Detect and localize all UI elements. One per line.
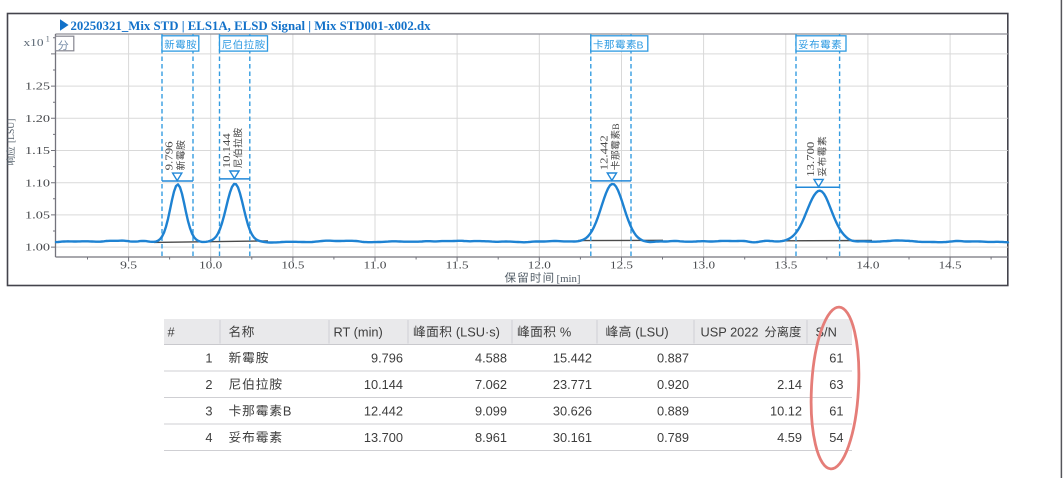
svg-text:7.062: 7.062: [475, 377, 507, 392]
svg-text:9.5: 9.5: [120, 260, 137, 271]
svg-text:12.0: 12.0: [528, 260, 551, 271]
svg-text:12.442: 12.442: [599, 135, 610, 170]
svg-text:1.05: 1.05: [25, 211, 50, 222]
svg-text:4: 4: [205, 430, 212, 445]
svg-text:12.442: 12.442: [364, 403, 403, 418]
svg-text:10.144: 10.144: [364, 377, 403, 392]
svg-text:RT (min): RT (min): [334, 324, 383, 339]
svg-text:(LSU): (LSU): [632, 324, 669, 339]
svg-text:23.771: 23.771: [553, 377, 592, 392]
svg-text:1.00: 1.00: [25, 243, 50, 254]
svg-text:2.14: 2.14: [777, 377, 802, 392]
svg-text:11.0: 11.0: [364, 260, 387, 271]
svg-text:1: 1: [205, 350, 212, 365]
svg-text:20250321_Mix STD | ELS1A, ELSD: 20250321_Mix STD | ELS1A, ELSD Signal | …: [71, 19, 432, 33]
svg-text:14.0: 14.0: [856, 260, 879, 271]
svg-text:30.161: 30.161: [553, 430, 592, 445]
svg-text:B: B: [283, 403, 292, 418]
svg-text:13.700: 13.700: [806, 142, 817, 177]
svg-text:13.700: 13.700: [364, 430, 403, 445]
svg-text:1: 1: [46, 35, 50, 44]
svg-text:1.25: 1.25: [25, 82, 50, 93]
svg-text:4.59: 4.59: [777, 430, 802, 445]
svg-text:13.5: 13.5: [774, 260, 797, 271]
svg-text:%: %: [556, 324, 571, 339]
svg-text:1.10: 1.10: [25, 178, 50, 189]
svg-text:61: 61: [829, 350, 843, 365]
svg-text:#: #: [168, 324, 176, 339]
svg-text:63: 63: [829, 377, 843, 392]
svg-text:13.0: 13.0: [692, 260, 715, 271]
svg-text:8.961: 8.961: [475, 430, 507, 445]
svg-text:USP 2022: USP 2022: [701, 324, 759, 339]
svg-text:14.5: 14.5: [939, 260, 962, 271]
svg-text:10.144: 10.144: [222, 133, 233, 168]
svg-text:12.5: 12.5: [610, 260, 633, 271]
svg-text:9.099: 9.099: [475, 403, 507, 418]
svg-text:10.12: 10.12: [770, 403, 802, 418]
svg-text:1.15: 1.15: [25, 146, 50, 157]
svg-text:[min]: [min]: [557, 273, 581, 285]
svg-text:0.789: 0.789: [657, 430, 689, 445]
svg-text:9.796: 9.796: [371, 350, 403, 365]
svg-text:B: B: [611, 123, 622, 130]
svg-text:30.626: 30.626: [553, 403, 592, 418]
svg-text:4.588: 4.588: [475, 350, 507, 365]
svg-text:0.887: 0.887: [657, 350, 689, 365]
svg-text:3: 3: [205, 403, 212, 418]
svg-text:1.20: 1.20: [25, 114, 50, 125]
svg-text:9.796: 9.796: [165, 141, 176, 170]
svg-text:0.889: 0.889: [657, 403, 689, 418]
svg-text:15.442: 15.442: [553, 350, 592, 365]
svg-text:11.5: 11.5: [446, 260, 469, 271]
svg-text:[LSU]: [LSU]: [7, 119, 17, 143]
svg-text:10.5: 10.5: [281, 260, 304, 271]
svg-text:61: 61: [829, 403, 843, 418]
svg-text:0.920: 0.920: [657, 377, 689, 392]
svg-text:x10: x10: [24, 38, 44, 49]
svg-text:54: 54: [829, 430, 843, 445]
svg-text:B: B: [637, 39, 644, 51]
svg-text:10.0: 10.0: [199, 260, 222, 271]
svg-text:2: 2: [205, 377, 212, 392]
svg-text:(LSU·s): (LSU·s): [452, 324, 500, 339]
